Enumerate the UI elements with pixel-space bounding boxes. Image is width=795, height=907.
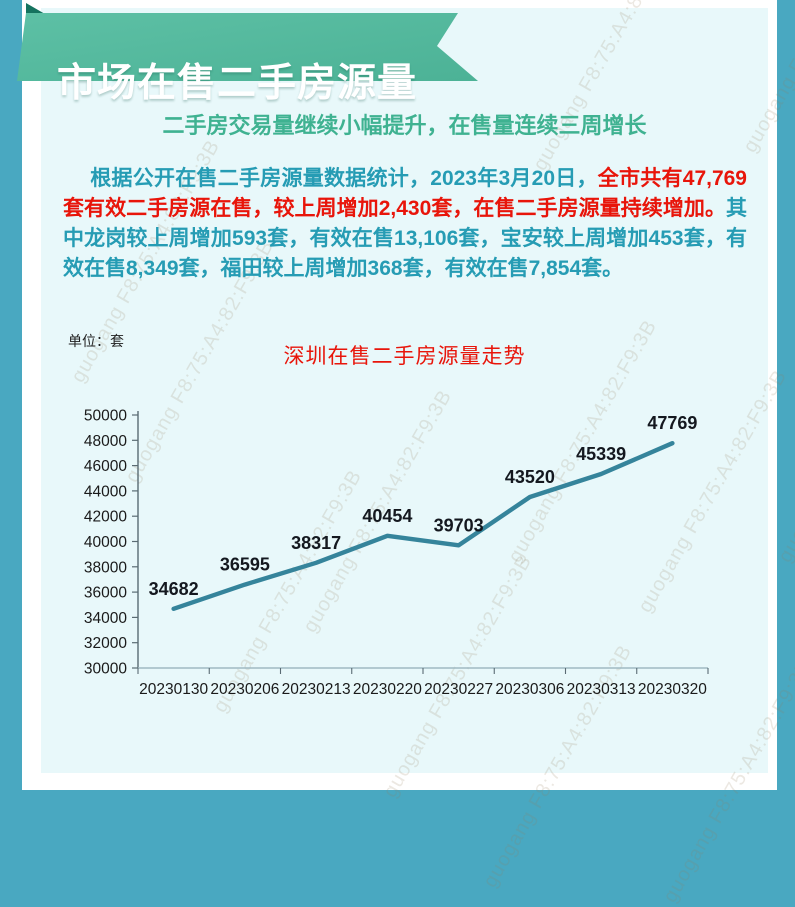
y-tick-label: 34000 [84,610,127,627]
y-tick-label: 38000 [84,559,127,576]
trend-line-chart: 30000 32000 34000 36000 38000 40000 42000 44000… [84,408,709,698]
report-detail: 其中龙岗较上周增加593套，有效在售13,106套，宝安较上周增加453套，有效… [63,197,747,280]
ribbon-fold [26,3,45,14]
x-tick-label: 20230206 [210,681,279,698]
x-tick-label: 20230220 [353,681,422,698]
data-label: 34682 [149,579,199,599]
y-tick-label: 48000 [84,433,127,450]
data-label: 45339 [576,444,626,464]
y-tick-label: 40000 [84,534,127,551]
y-tick-label: 32000 [84,635,127,652]
x-tick-label: 20230313 [567,681,636,698]
trend-line [171,441,675,611]
y-tick-label: 30000 [84,661,127,678]
y-tick-label: 50000 [84,408,127,425]
report-highlight: 全市共有47,769套有效二手房源在售，较上周增加2,430套，在售二手房源量持… [63,167,747,220]
data-label: 36595 [220,555,270,575]
data-label: 47769 [647,413,697,433]
title-ribbon [17,3,478,81]
report-page: { "banner": { "title": "市场在售二手房源量" }, "s… [17,0,795,907]
y-tick-label: 42000 [84,509,127,526]
x-tick-label: 20230213 [282,681,351,698]
content-panel [41,8,768,773]
data-label: 40454 [362,506,412,526]
y-tick-label: 46000 [84,458,127,475]
data-label: 43520 [505,467,555,487]
report-subtitle: 二手房交易量继续小幅提升，在售量连续三周增长 [162,113,647,138]
page-title: 市场在售二手房源量 [57,62,418,106]
report-intro: 根据公开在售二手房源量数据统计，2023年3月20日， [90,167,598,190]
x-tick-label: 20230227 [424,681,493,698]
x-tick-label: 20230320 [638,681,707,698]
report-paragraph: 根据公开在售二手房源量数据统计，2023年3月20日，全市共有47,769套有效… [63,164,747,284]
chart-unit-label: 单位：套 [68,333,124,349]
data-label: 38317 [291,533,341,553]
x-tick-label: 20230306 [495,681,564,698]
chart-title: 深圳在售二手房源量走势 [283,344,526,368]
y-tick-label: 36000 [84,585,127,602]
data-label: 39703 [434,515,484,535]
ribbon-body [17,13,478,81]
x-tick-label: 20230130 [139,681,208,698]
y-tick-label: 44000 [84,483,127,500]
